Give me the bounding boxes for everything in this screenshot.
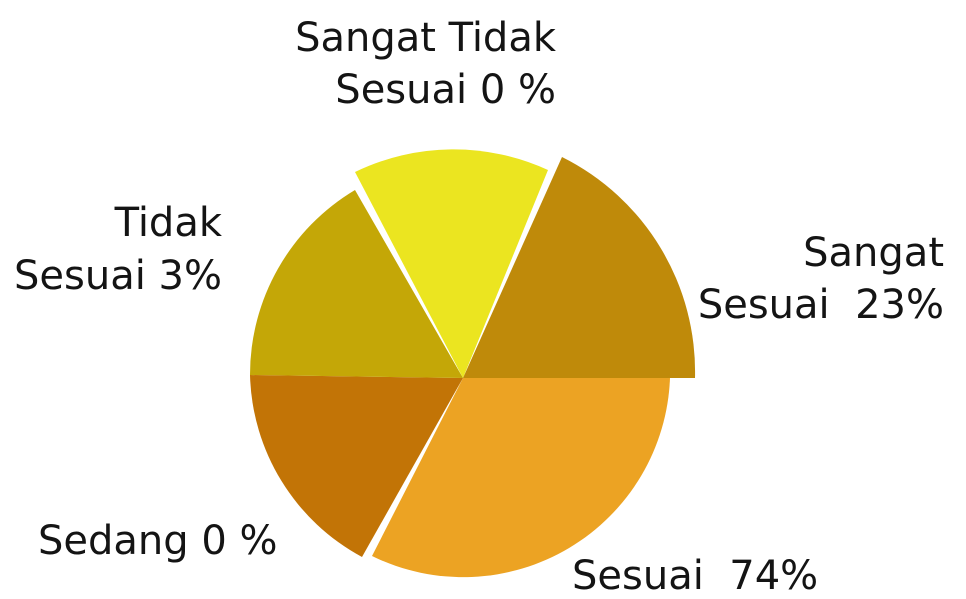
label-line: Sangat	[803, 230, 944, 276]
slice	[250, 375, 463, 557]
label-line: Sesuai 0 %	[335, 67, 556, 113]
label-line: Sangat Tidak	[295, 15, 557, 61]
label-line: Sesuai 3%	[14, 253, 222, 299]
slice	[249, 190, 463, 378]
label-line: Sesuai 74%	[572, 553, 818, 599]
pie-slices	[249, 149, 696, 578]
label-line: Sedang 0 %	[38, 518, 278, 564]
slice	[463, 157, 696, 378]
label-line: Sesuai 23%	[698, 282, 944, 328]
slice	[355, 149, 548, 378]
label-line: Tidak	[114, 200, 223, 246]
slice	[372, 378, 670, 578]
